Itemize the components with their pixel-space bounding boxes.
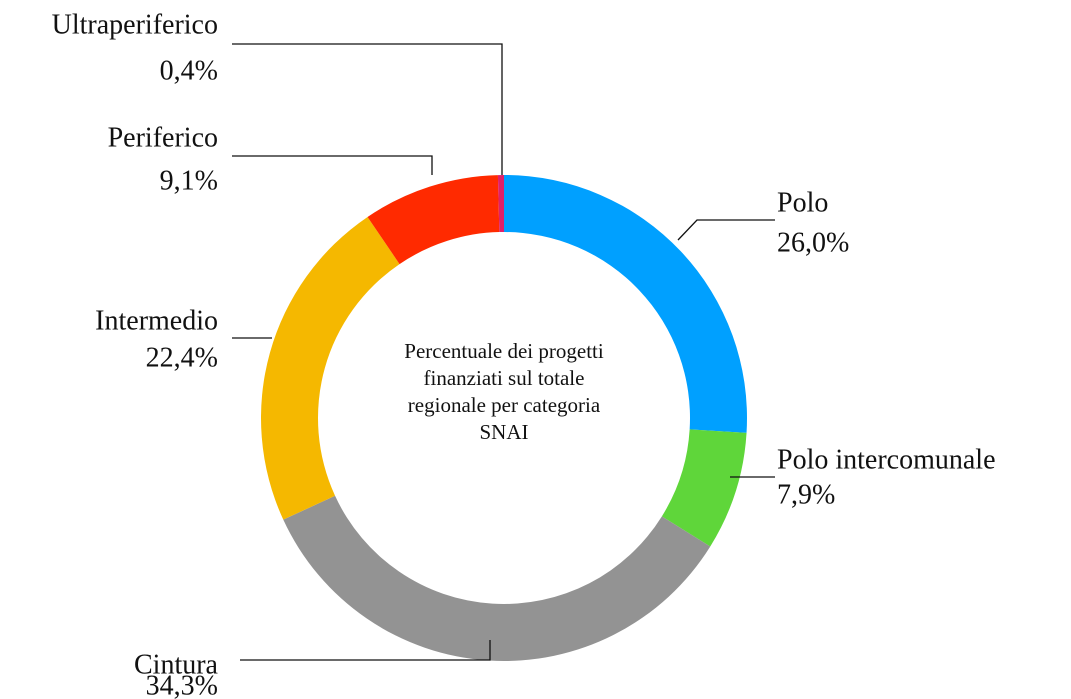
slice-label: Polo (777, 187, 828, 218)
leader-line (232, 155, 433, 175)
value-label: 26,0% (777, 227, 849, 258)
leader-line (232, 43, 503, 175)
value-label: 22,4% (146, 342, 218, 373)
donut-slice (661, 429, 747, 547)
value-label: 9,1% (160, 165, 218, 196)
value-label: 34,3% (146, 670, 218, 699)
donut-slice (283, 495, 711, 661)
chart-title: Percentuale dei progetti finanziati sul … (404, 339, 604, 444)
slice-label: Ultraperiferico (52, 9, 218, 40)
slice-label: Polo intercomunale (777, 444, 996, 475)
donut-slice (504, 175, 747, 433)
leader-line (240, 640, 491, 661)
slice-label: Periferico (108, 122, 218, 153)
slice-label: Intermedio (95, 305, 218, 336)
donut-slice (497, 175, 504, 233)
value-label: 0,4% (160, 55, 218, 86)
value-label: 7,9% (777, 479, 835, 510)
leader-line (677, 219, 775, 241)
slice-label: Cintura (134, 649, 219, 680)
donut-slice (367, 175, 500, 265)
donut-slice (261, 216, 400, 520)
